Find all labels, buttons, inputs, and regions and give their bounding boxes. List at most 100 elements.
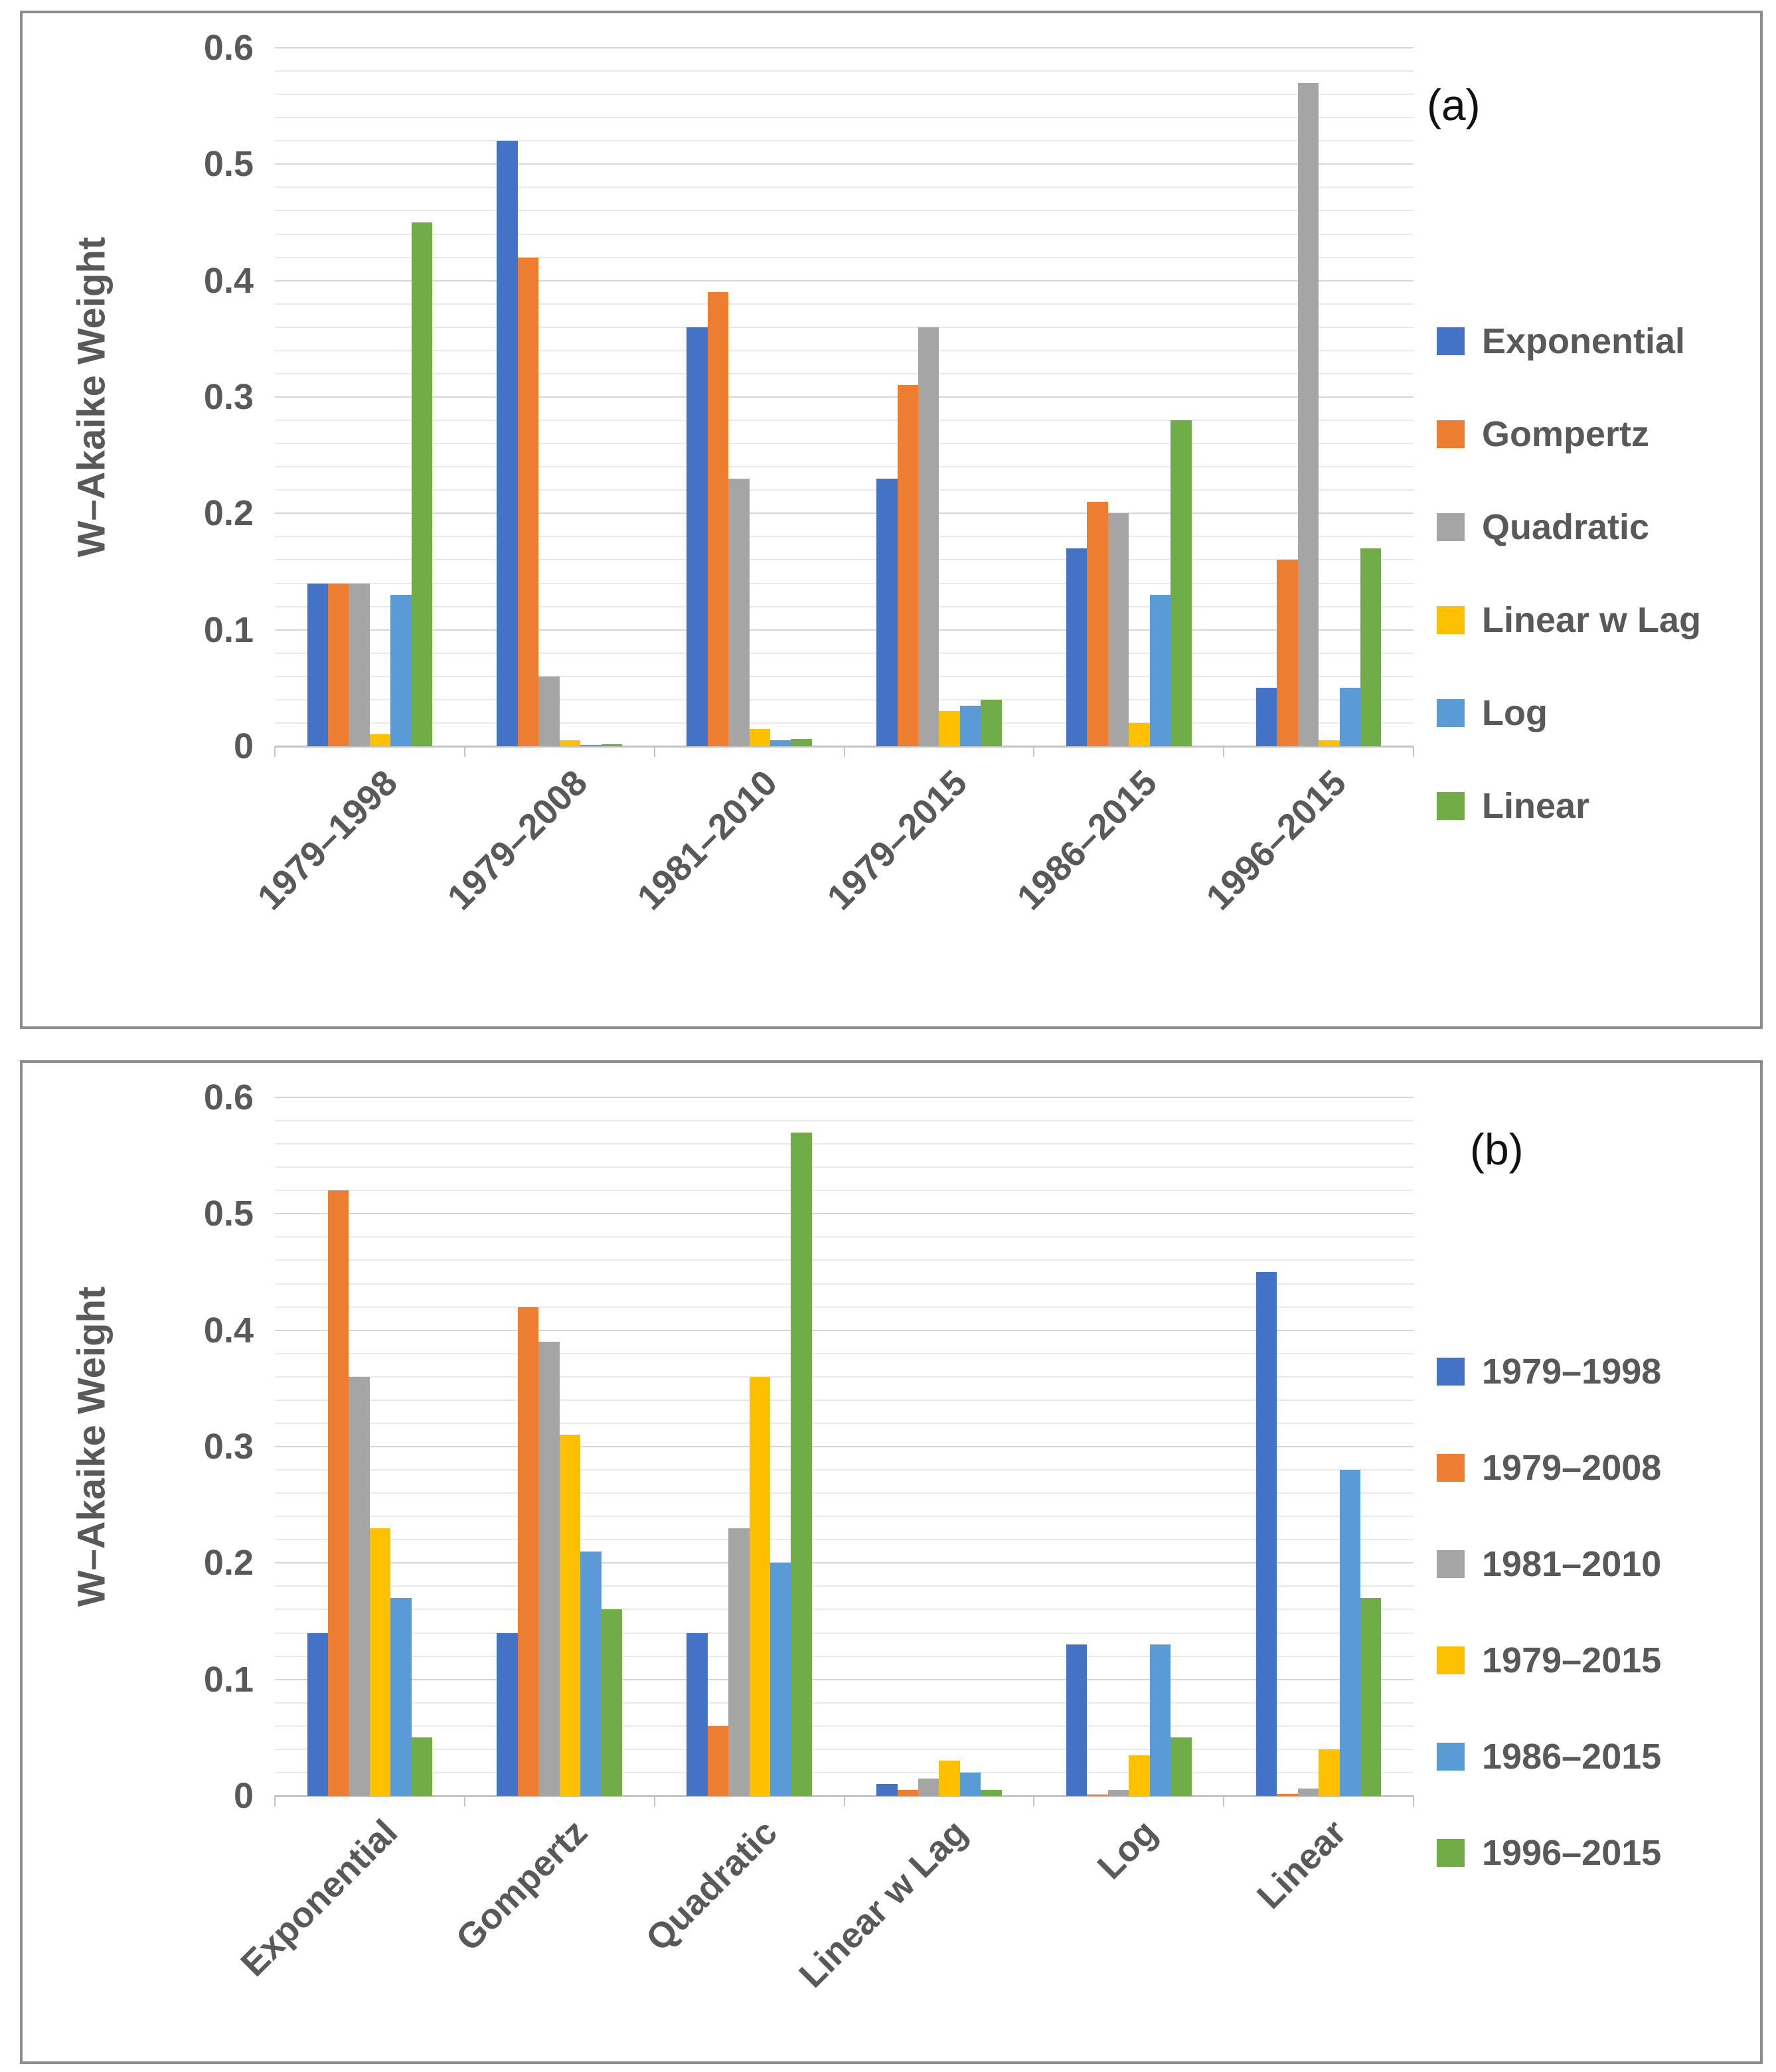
legend-swatch-icon: [1437, 606, 1465, 634]
y-tick-label: 0: [233, 726, 254, 766]
y-tick-label: 0.1: [203, 609, 254, 650]
bar: [1066, 548, 1088, 746]
bar: [1087, 1794, 1108, 1796]
y-tick-label: 0.5: [203, 144, 254, 185]
minor-gridline: [275, 1748, 1413, 1750]
bar: [749, 1376, 771, 1796]
bar: [601, 1609, 623, 1796]
minor-gridline: [275, 605, 1413, 607]
bar: [686, 327, 708, 746]
bar: [707, 1725, 729, 1796]
bar: [369, 1528, 391, 1796]
bar: [1171, 420, 1192, 746]
legend-item: 1996–2015: [1437, 1804, 1755, 1901]
minor-gridline: [275, 675, 1413, 677]
minor-gridline: [275, 1492, 1413, 1494]
x-category-label: 1979–1998: [250, 762, 406, 918]
bar: [981, 699, 1002, 746]
minor-gridline: [275, 1771, 1413, 1773]
minor-gridline: [275, 722, 1413, 724]
bar: [497, 1633, 518, 1796]
bar: [411, 1737, 433, 1796]
legend-swatch-icon: [1437, 1742, 1465, 1771]
bar: [1149, 595, 1171, 746]
bar: [939, 711, 960, 746]
legend-label: 1979–2008: [1482, 1447, 1662, 1488]
x-label-anchor: Log: [1090, 1812, 1202, 1887]
major-gridline: [275, 396, 1413, 398]
minor-gridline: [275, 1399, 1413, 1401]
legend-item: Exponential: [1437, 295, 1755, 388]
x-label-anchor: 1979–2015: [819, 762, 1125, 918]
bar: [1319, 740, 1340, 746]
legend-swatch-icon: [1437, 1646, 1465, 1674]
minor-gridline: [275, 1166, 1413, 1168]
legend-label: 1981–2010: [1482, 1544, 1662, 1584]
plot-area-a: [274, 47, 1414, 757]
major-gridline: [275, 1213, 1413, 1215]
major-gridline: [275, 1097, 1413, 1098]
x-label-anchor: Linear: [1250, 1812, 1433, 1917]
minor-gridline: [275, 1352, 1413, 1354]
legend-label: Linear: [1482, 786, 1590, 826]
legend-item: 1986–2015: [1437, 1708, 1755, 1804]
legend-item: Gompertz: [1437, 388, 1755, 481]
bar: [369, 734, 391, 746]
bar: [686, 1633, 708, 1796]
y-tick-label: 0.6: [203, 28, 254, 68]
minor-gridline: [275, 94, 1413, 96]
bar: [538, 1342, 560, 1796]
bar: [349, 583, 370, 746]
bar: [939, 1761, 960, 1796]
legend-label: 1996–2015: [1482, 1832, 1662, 1873]
bar: [517, 1307, 539, 1796]
minor-gridline: [275, 420, 1413, 422]
legend-item: 1979–2015: [1437, 1612, 1755, 1708]
legend-item: Log: [1437, 667, 1755, 759]
bar: [791, 1132, 812, 1796]
panel-letter-a: (a): [1427, 80, 1481, 129]
panel-a: W–Akaike Weight (a) 0.6 0.5 0.4 0.3 0.2 0.1 0 …: [20, 11, 1763, 1029]
minor-gridline: [275, 443, 1413, 445]
major-gridline: [275, 163, 1413, 165]
bar: [390, 595, 412, 746]
bar: [1339, 1470, 1360, 1796]
bar: [770, 740, 791, 746]
bar: [1066, 1644, 1088, 1796]
x-axis-labels-a: 1979–1998 1979–2008 1981–2010 1979–2015 1986…: [250, 762, 1413, 1001]
plot-area-b: [274, 1097, 1414, 1806]
minor-gridline: [275, 256, 1413, 258]
bar: [559, 1435, 581, 1796]
category-tick: [1033, 746, 1035, 757]
category-tick: [653, 1796, 655, 1806]
y-tick-label: 0.3: [203, 1427, 254, 1467]
bar: [707, 292, 729, 746]
legend-swatch-icon: [1437, 699, 1465, 727]
bar: [1107, 1790, 1129, 1796]
bar: [918, 327, 939, 746]
major-gridline: [275, 1446, 1413, 1447]
bar: [517, 257, 539, 746]
legend-swatch-icon: [1437, 1838, 1465, 1867]
legend-label: Linear w Lag: [1482, 600, 1702, 640]
bar: [411, 222, 433, 746]
legend-item: 1981–2010: [1437, 1516, 1755, 1612]
minor-gridline: [275, 1306, 1413, 1308]
y-axis-tick-labels: 0.6 0.5 0.4 0.3 0.2 0.1 0: [23, 30, 254, 764]
bar: [349, 1376, 370, 1796]
y-tick-label: 0.5: [203, 1194, 254, 1234]
x-label-anchor: 1981–2010: [629, 762, 935, 918]
bar: [538, 676, 560, 746]
major-gridline: [275, 1329, 1413, 1331]
legend-swatch-icon: [1437, 1357, 1465, 1386]
bar: [959, 705, 981, 746]
y-tick-label: 0.2: [203, 1543, 254, 1583]
bar: [1255, 688, 1277, 746]
bar: [1149, 1644, 1171, 1796]
x-category-label: Exponential: [233, 1812, 406, 1984]
panel-b: W–Akaike Weight (b) 0.6 0.5 0.4 0.3 0.2 0.1 0 …: [20, 1060, 1763, 2064]
legend-item: Linear: [1437, 759, 1755, 852]
bar: [1360, 548, 1382, 746]
bar: [1087, 501, 1108, 746]
bar: [876, 478, 898, 746]
